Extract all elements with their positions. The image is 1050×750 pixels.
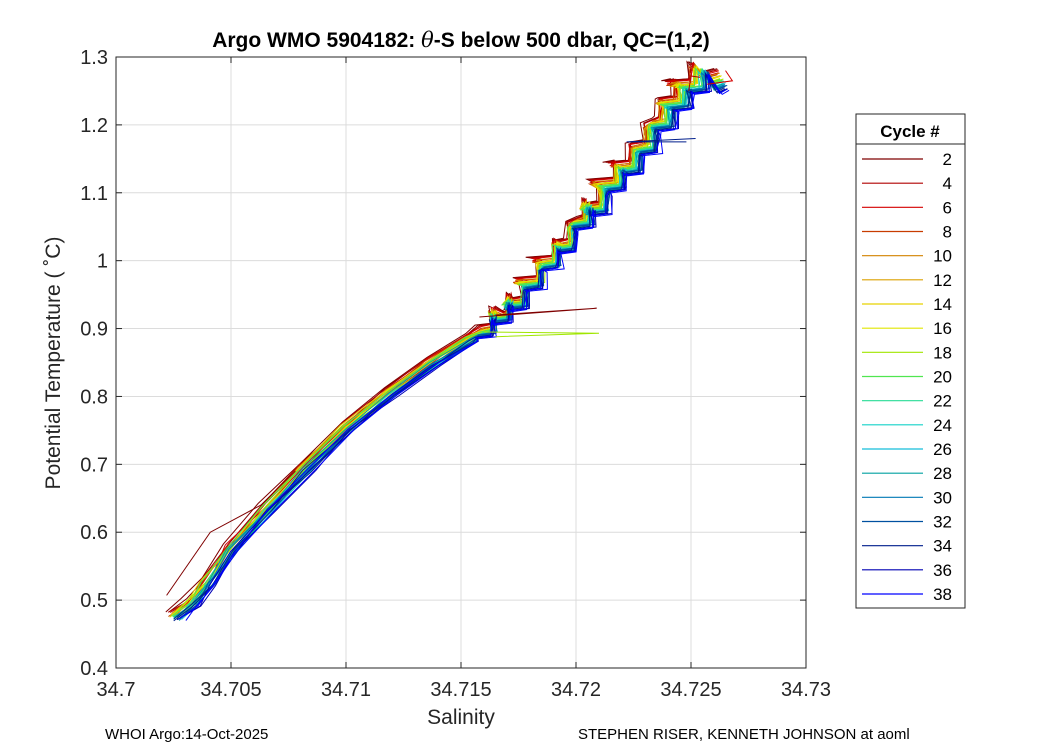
legend-label: 20 bbox=[933, 368, 952, 387]
legend-label: 32 bbox=[933, 513, 952, 532]
y-tick-label: 0.9 bbox=[80, 319, 108, 341]
profile-line-cycle-2 bbox=[165, 60, 715, 613]
profile-line-cycle-38 bbox=[185, 73, 730, 621]
legend-label: 18 bbox=[933, 343, 952, 362]
legend-label: 30 bbox=[933, 488, 952, 507]
legend-label: 10 bbox=[933, 247, 952, 266]
legend-label: 2 bbox=[943, 150, 952, 169]
profile-line-cycle-38 bbox=[178, 74, 727, 620]
legend-label: 38 bbox=[933, 585, 952, 604]
y-tick-label: 0.7 bbox=[80, 454, 108, 476]
grid-lines bbox=[116, 57, 806, 668]
legend-label: 6 bbox=[943, 198, 952, 217]
x-tick-label: 34.705 bbox=[200, 679, 261, 701]
x-tick-label: 34.715 bbox=[430, 679, 491, 701]
y-tick-label: 0.4 bbox=[80, 658, 108, 680]
chart-title-suffix: -S below 500 dbar, QC=(1,2) bbox=[434, 29, 710, 52]
chart-title: Argo WMO 5904182: θ-S below 500 dbar, QC… bbox=[212, 28, 710, 52]
x-tick-label: 34.7 bbox=[97, 679, 136, 701]
legend-label: 8 bbox=[943, 223, 952, 242]
x-tick-label: 34.71 bbox=[321, 679, 371, 701]
legend-label: 4 bbox=[943, 174, 952, 193]
footer-right: STEPHEN RISER, KENNETH JOHNSON at aoml bbox=[578, 726, 910, 743]
profile-excursion-cycle-6 bbox=[707, 70, 734, 85]
profile-excursion-cycle-18 bbox=[483, 331, 600, 338]
legend-label: 16 bbox=[933, 319, 952, 338]
chart-title-theta: θ bbox=[421, 28, 434, 52]
legend-label: 14 bbox=[933, 295, 952, 314]
y-tick-label: 0.6 bbox=[80, 522, 108, 544]
profile-excursion-cycle-4 bbox=[688, 75, 701, 91]
x-tick-label: 34.73 bbox=[781, 679, 831, 701]
y-tick-label: 0.5 bbox=[80, 590, 108, 612]
axis-ticks: 34.7 34.705 34.71 34.715 34.72 34.725 34.73 0.4… bbox=[80, 47, 831, 701]
legend-label: 22 bbox=[933, 392, 952, 411]
legend-label: 28 bbox=[933, 464, 952, 483]
footer-left: WHOI Argo:14-Oct-2025 bbox=[105, 726, 269, 743]
chart-title-prefix: Argo WMO 5904182: bbox=[212, 29, 421, 52]
y-tick-label: 1 bbox=[97, 251, 108, 273]
legend-title: Cycle # bbox=[880, 122, 940, 141]
y-tick-label: 0.8 bbox=[80, 386, 108, 408]
profile-excursion-cycle-34 bbox=[626, 138, 696, 143]
legend-label: 36 bbox=[933, 561, 952, 580]
y-axis-label: Potential Temperature ( ˚C) bbox=[42, 237, 65, 490]
legend-box bbox=[855, 113, 966, 609]
legend-label: 34 bbox=[933, 537, 952, 556]
legend: Cycle # 24681012141618202224262830323436… bbox=[855, 113, 966, 609]
x-tick-label: 34.725 bbox=[660, 679, 721, 701]
y-tick-label: 1.3 bbox=[80, 47, 108, 69]
legend-label: 12 bbox=[933, 271, 952, 290]
profile-line-cycle-20 bbox=[171, 67, 721, 617]
profile-lines bbox=[165, 60, 734, 622]
x-axis-label: Salinity bbox=[427, 706, 495, 729]
y-tick-label: 1.2 bbox=[80, 115, 108, 137]
legend-label: 24 bbox=[933, 416, 952, 435]
x-tick-label: 34.72 bbox=[551, 679, 601, 701]
profile-excursion-cycle-2 bbox=[166, 470, 296, 596]
legend-label: 26 bbox=[933, 440, 952, 459]
y-tick-label: 1.1 bbox=[80, 183, 108, 205]
profile-excursion-cycle-2 bbox=[479, 307, 597, 318]
